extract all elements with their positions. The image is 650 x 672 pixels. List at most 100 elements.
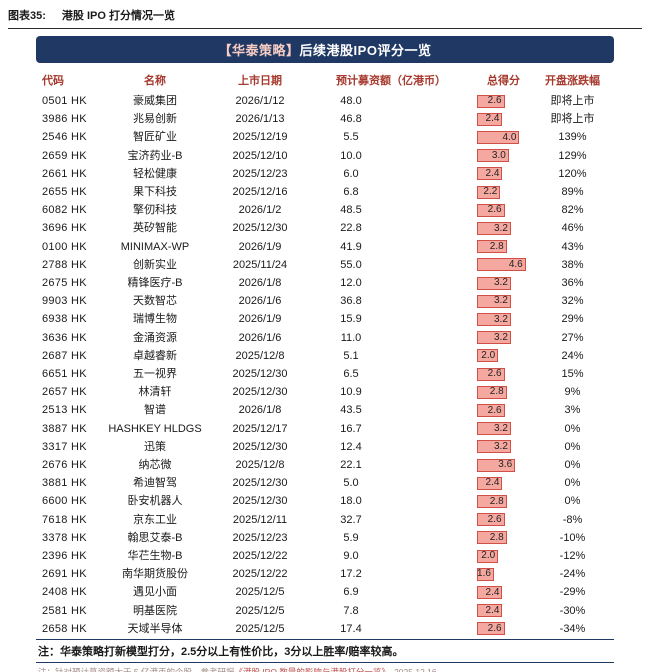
cell-code: 3317 HK: [42, 440, 87, 453]
cell-date: 2026/1/13: [235, 113, 285, 126]
table-row: 2408 HK 遇见小面 2025/12/5 6.9 2.4 -29%: [36, 583, 614, 601]
score-bar-track: 2.6: [477, 94, 530, 108]
cell-code: 6082 HK: [42, 204, 87, 217]
score-bar-track: 2.0: [477, 349, 530, 363]
cell-change: 0%: [564, 459, 581, 472]
score-bar-track: 4.6: [477, 258, 530, 272]
cell-change: -29%: [559, 586, 586, 599]
score-data-bar: 2.8: [477, 240, 507, 254]
table-row: 6082 HK 擎仞科技 2026/1/2 48.5 2.6 82%: [36, 201, 614, 219]
cell-code: 2676 HK: [42, 459, 87, 472]
score-value: 2.8: [489, 495, 504, 507]
table-row: 3378 HK 翰思艾泰-B 2025/12/23 5.9 2.8 -10%: [36, 529, 614, 547]
cell-score: 2.6: [476, 365, 531, 383]
cell-date: 2025/12/10: [232, 149, 288, 162]
cell-name: 迅策: [144, 440, 166, 453]
cell-date: 2026/1/12: [235, 95, 285, 107]
score-bar-track: 2.6: [477, 367, 530, 381]
score-data-bar: 2.6: [477, 94, 505, 108]
score-bar-track: 2.4: [477, 112, 530, 126]
cell-name: 明基医院: [133, 604, 177, 617]
table-row: 2658 HK 天域半导体 2025/12/5 17.4 2.6 -34%: [36, 620, 614, 638]
cell-date: 2025/12/19: [232, 131, 288, 144]
cell-change: 9%: [564, 386, 581, 399]
cell-code: 2546 HK: [42, 131, 87, 144]
cell-date: 2025/12/30: [232, 477, 288, 490]
cell-change: -12%: [559, 550, 586, 563]
cell-code: 2655 HK: [42, 186, 87, 199]
cell-score: 3.2: [476, 420, 531, 438]
score-value: 3.2: [494, 331, 508, 343]
cell-change: -24%: [559, 568, 586, 581]
cell-code: 3986 HK: [42, 113, 87, 126]
cell-amount: 22.8: [340, 222, 362, 235]
table-row: 2691 HK 南华期货股份 2025/12/22 17.2 1.6 -24%: [36, 565, 614, 583]
cell-amount: 36.8: [340, 295, 362, 308]
cell-date: 2025/12/5: [235, 586, 285, 599]
score-data-bar: 2.8: [477, 531, 507, 545]
score-data-bar: 3.0: [477, 149, 509, 163]
score-bar-track: 3.0: [477, 149, 530, 163]
cell-change: 24%: [561, 349, 584, 362]
cell-amount: 48.5: [340, 204, 362, 217]
cell-change: 43%: [561, 240, 584, 253]
score-data-bar: 2.0: [477, 549, 499, 563]
cell-name: 兆易创新: [133, 113, 177, 126]
cell-score: 3.2: [476, 329, 531, 347]
cell-name: 五一视界: [133, 368, 177, 381]
cell-change: 32%: [561, 295, 584, 308]
figure-title: 港股 IPO 打分情况一览: [61, 10, 175, 22]
score-data-bar: 2.4: [477, 586, 503, 600]
cell-score: 2.8: [476, 492, 531, 510]
column-header: 预计募资额（亿港币）: [336, 75, 446, 87]
cell-date: 2025/12/30: [232, 368, 288, 381]
cell-name: 林清轩: [138, 386, 172, 399]
score-bar-track: 2.6: [477, 622, 530, 636]
cell-name: HASHKEY HLDGS: [108, 422, 202, 435]
cell-code: 3881 HK: [42, 477, 87, 490]
cell-code: 9903 HK: [42, 295, 87, 308]
score-data-bar: 2.6: [477, 367, 505, 381]
cell-code: 0501 HK: [42, 95, 87, 107]
cell-amount: 46.8: [340, 113, 362, 126]
cell-amount: 32.7: [340, 513, 362, 526]
score-value: 3.2: [494, 295, 508, 307]
score-data-bar: 3.2: [477, 422, 511, 436]
cell-date: 2025/12/23: [232, 531, 288, 544]
cell-score: 2.4: [476, 110, 531, 128]
cell-code: 2408 HK: [42, 586, 87, 599]
cell-amount: 5.5: [343, 131, 359, 144]
score-value: 2.4: [485, 604, 500, 616]
cell-date: 2025/12/30: [232, 440, 288, 453]
cell-name: 精锋医疗-B: [127, 277, 183, 290]
scoring-footnote: 注：华泰策略打新模型打分，2.5分以上有性价比，3分以上胜率/赔率较高。: [36, 639, 614, 664]
cell-date: 2026/1/2: [238, 204, 282, 217]
score-value: 2.6: [487, 95, 502, 107]
cell-score: 2.4: [476, 474, 531, 492]
cell-change: 即将上市: [550, 95, 595, 107]
column-header: 开盘涨跌幅: [545, 75, 600, 87]
score-value: 2.8: [489, 386, 504, 398]
cell-change: 89%: [561, 186, 584, 199]
score-bar-track: 2.2: [477, 185, 530, 199]
score-data-bar: 3.2: [477, 331, 511, 345]
cell-score: 2.6: [476, 401, 531, 419]
cell-code: 6651 HK: [42, 368, 87, 381]
score-bar-track: 4.0: [477, 131, 530, 144]
score-bar-track: 2.8: [477, 495, 530, 509]
score-bar-track: 3.2: [477, 276, 530, 290]
table-row: 2657 HK 林清轩 2025/12/30 10.9 2.8 9%: [36, 383, 614, 401]
cell-amount: 5.9: [343, 531, 359, 544]
cell-name: 翰思艾泰-B: [127, 531, 183, 544]
cell-code: 2581 HK: [42, 604, 87, 617]
cell-code: 2675 HK: [42, 277, 87, 290]
cell-score: 2.4: [476, 165, 531, 183]
cell-change: -10%: [559, 531, 586, 544]
cell-amount: 12.4: [340, 440, 362, 453]
score-data-bar: 1.6: [477, 567, 494, 581]
score-value: 1.6: [477, 568, 491, 580]
score-data-bar: 2.6: [477, 513, 505, 527]
cell-date: 2025/12/5: [235, 604, 285, 617]
table-row: 7618 HK 京东工业 2025/12/11 32.7 2.6 -8%: [36, 511, 614, 529]
table-row: 3317 HK 迅策 2025/12/30 12.4 3.2 0%: [36, 438, 614, 456]
